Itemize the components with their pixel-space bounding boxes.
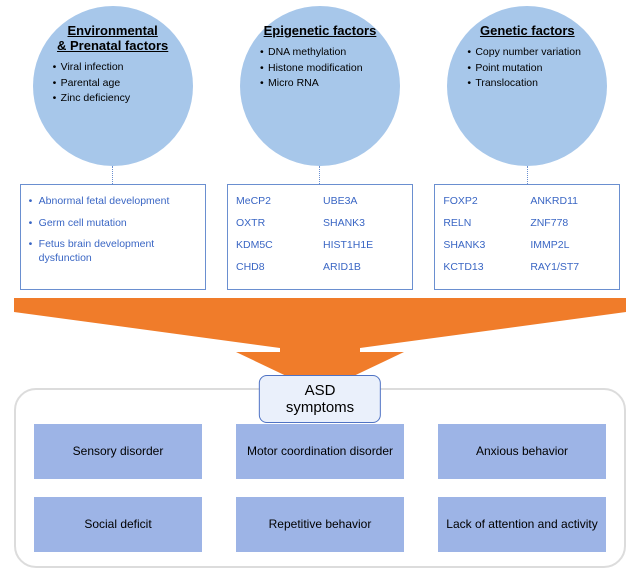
gene-label: ZNF778 [530,217,611,229]
gene-label: ANKRD11 [530,195,611,207]
factor-title: Genetic factors [474,24,581,39]
gene-label: UBE3A [323,195,404,207]
symptom-grid: Sensory disorder Motor coordination disor… [34,424,606,552]
factor-item: Parental age [53,76,181,92]
gene-label: OXTR [236,217,317,229]
factor-item: Micro RNA [260,76,388,92]
factor-title: Epigenetic factors [258,24,383,39]
gene-label: MeCP2 [236,195,317,207]
gene-label: ARID1B [323,261,404,273]
gene-label: KCTD13 [443,261,524,273]
gene-box: FOXP2 ANKRD11 RELN ZNF778 SHANK3 IMMP2L KCTD13… [434,184,620,290]
factor-title: Environmental& Prenatal factors [51,24,174,54]
factor-circle: Genetic factors Copy number variationPoin… [447,6,607,166]
factor-item-list: Copy number variationPoint mutationTrans… [447,45,607,92]
gene-label: SHANK3 [323,217,404,229]
factor-item: Histone modification [260,61,388,77]
gene-label: KDM5C [236,239,317,251]
gene-label: SHANK3 [443,239,524,251]
factor-columns: Environmental& Prenatal factors Viral inf… [0,0,640,290]
symptom-box: Social deficit [34,497,202,552]
gene-label: HIST1H1E [323,239,404,251]
factor-item: Translocation [467,76,595,92]
effect-item: Germ cell mutation [29,217,197,231]
symptoms-title: ASDsymptoms [259,375,381,423]
factor-circle: Epigenetic factors DNA methylationHistone… [240,6,400,166]
gene-box: MeCP2 UBE3A OXTR SHANK3 KDM5C HIST1H1E CHD8 ARI… [227,184,413,290]
symptom-box: Motor coordination disorder [236,424,404,479]
gene-label: FOXP2 [443,195,524,207]
symptom-box: Anxious behavior [438,424,606,479]
symptom-box: Lack of attention and activity [438,497,606,552]
factor-item: DNA methylation [260,45,388,61]
symptom-box: Repetitive behavior [236,497,404,552]
effect-box: Abnormal fetal development Germ cell muta… [20,184,206,290]
gene-label: CHD8 [236,261,317,273]
symptom-box: Sensory disorder [34,424,202,479]
factor-item-list: DNA methylationHistone modificationMicro… [240,45,400,92]
factor-item: Zinc deficiency [53,91,181,107]
factor-column: Genetic factors Copy number variationPoin… [429,6,626,290]
connector-line [319,166,320,184]
connector-line [112,166,113,184]
connector-line [527,166,528,184]
gene-label: RELN [443,217,524,229]
factor-item: Point mutation [467,61,595,77]
effect-item: Fetus brain development dysfunction [29,238,197,265]
factor-item: Copy number variation [467,45,595,61]
factor-column: Epigenetic factors DNA methylationHistone… [221,6,418,290]
factor-item-list: Viral infectionParental ageZinc deficien… [33,60,193,107]
factor-column: Environmental& Prenatal factors Viral inf… [14,6,211,290]
gene-label: RAY1/ST7 [530,261,611,273]
factor-item: Viral infection [53,60,181,76]
effect-item: Abnormal fetal development [29,195,197,209]
gene-label: IMMP2L [530,239,611,251]
symptoms-panel: ASDsymptoms Sensory disorderMotor coordi… [14,388,626,568]
factor-circle: Environmental& Prenatal factors Viral inf… [33,6,193,166]
